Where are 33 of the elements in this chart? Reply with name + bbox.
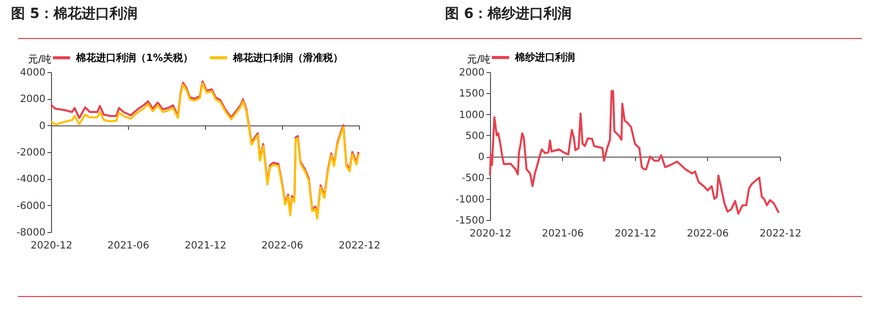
x-tick-label: 2021-06: [107, 240, 150, 252]
y-tick-label: -1000: [455, 194, 484, 206]
y-tick-label: 0: [478, 152, 484, 164]
y-tick-label: 4000: [20, 68, 46, 78]
x-tick-label: 2022-12: [760, 228, 802, 240]
legend-label: 棉花进口利润（1%关税）: [75, 52, 193, 64]
y-tick-label: -1500: [455, 216, 484, 226]
x-tick-label: 2020-12: [470, 228, 512, 240]
x-tick-label: 2020-12: [30, 240, 72, 252]
y-tick-label: 2000: [20, 94, 46, 106]
line-series: [489, 90, 780, 215]
y-axis-title: 元/吨: [28, 54, 52, 66]
y-tick-label: 1000: [459, 110, 484, 121]
x-tick-label: 2022-06: [686, 228, 729, 240]
y-tick-label: 2000: [459, 68, 484, 78]
y-tick-label: 500: [465, 130, 484, 142]
y-tick-label: -6000: [16, 200, 46, 212]
x-tick-label: 2022-06: [261, 240, 304, 252]
y-axis-title: 元/吨: [467, 54, 490, 66]
x-tick-label: 2021-12: [184, 240, 226, 252]
y-tick-label: 0: [39, 120, 46, 132]
y-tick-label: -8000: [16, 228, 46, 238]
y-tick-label: -4000: [16, 174, 46, 186]
x-tick-label: 2021-12: [614, 228, 656, 240]
x-tick-label: 2021-06: [542, 228, 584, 240]
x-tick-label: 2022-12: [338, 240, 380, 252]
legend-label: 棉纱进口利润: [514, 52, 575, 64]
y-tick-label: -2000: [16, 148, 46, 158]
y-tick-label: 1500: [459, 88, 484, 100]
chart-title: 图 6：棉纱进口利润: [445, 5, 572, 22]
y-tick-label: -500: [462, 173, 484, 184]
legend-label: 棉花进口利润（滑准税）: [232, 52, 343, 64]
chart-title: 图 5：棉花进口利润: [11, 5, 138, 22]
